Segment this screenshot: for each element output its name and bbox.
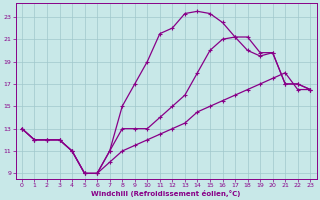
X-axis label: Windchill (Refroidissement éolien,°C): Windchill (Refroidissement éolien,°C) xyxy=(92,190,241,197)
